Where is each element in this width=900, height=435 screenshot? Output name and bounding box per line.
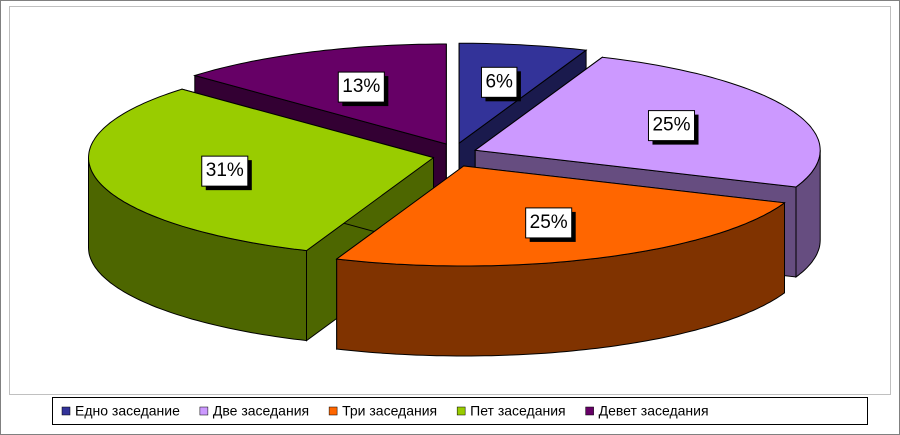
slice	[335, 165, 786, 357]
legend-label: Девет заседания	[599, 403, 709, 419]
slice-top	[192, 43, 447, 145]
data-label-box	[480, 66, 518, 98]
plot-frame	[9, 6, 891, 395]
data-label: 25%	[652, 115, 690, 136]
slice-top	[473, 56, 821, 188]
legend-swatch	[61, 406, 71, 416]
legend-swatch	[199, 406, 209, 416]
data-label: 13%	[342, 76, 380, 97]
legend-swatch	[585, 406, 594, 416]
legend-swatch	[456, 406, 466, 416]
legend-label: Едно заседание	[75, 403, 180, 419]
data-label: 6%	[485, 71, 513, 92]
data-label-box	[201, 155, 249, 187]
legend-label: Три заседания	[342, 403, 437, 419]
legend-label: Пет заседания	[470, 403, 565, 419]
data-label-box	[647, 110, 696, 142]
data-label-box	[525, 207, 573, 239]
legend-swatch	[328, 406, 338, 416]
data-label: 31%	[206, 160, 244, 181]
slice-top	[87, 88, 435, 252]
data-label-box	[337, 71, 385, 103]
data-label: 25%	[530, 212, 568, 233]
legend-label: Две заседания	[213, 403, 309, 419]
